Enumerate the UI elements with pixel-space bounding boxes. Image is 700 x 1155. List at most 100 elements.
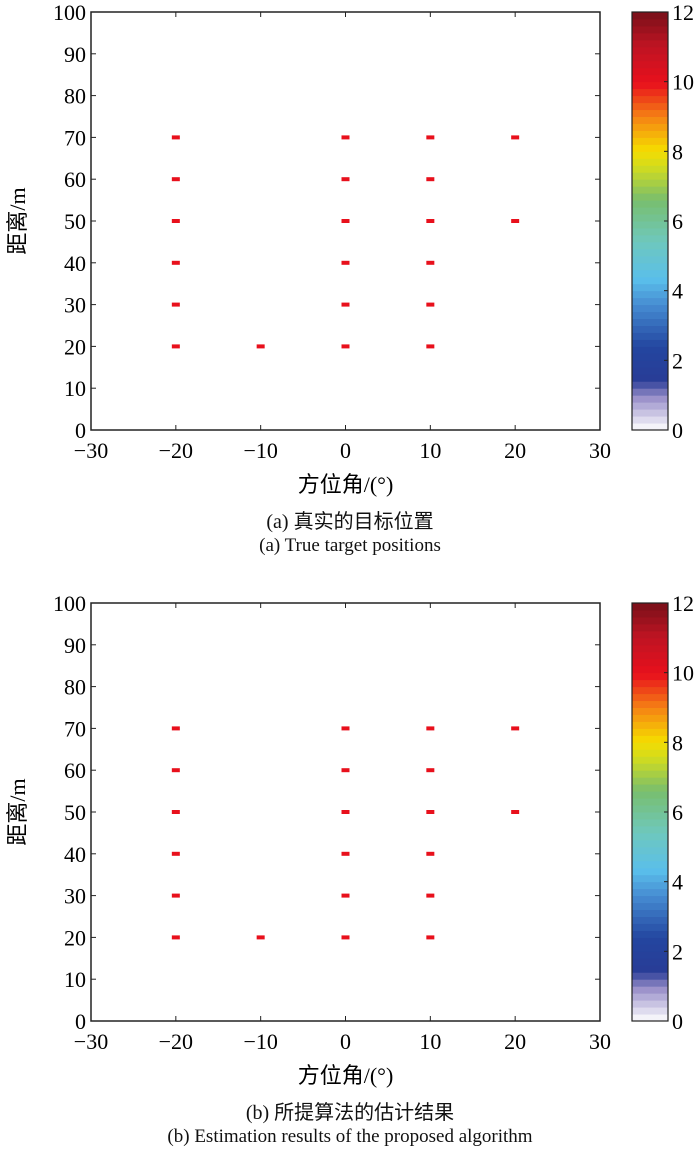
colorbar-segment xyxy=(632,812,668,820)
target-marker xyxy=(511,810,520,814)
colorbar-segment xyxy=(632,665,668,674)
colorbar-tick-label: 8 xyxy=(672,139,683,164)
colorbar-segment xyxy=(632,735,668,743)
colorbar-segment xyxy=(632,262,668,271)
target-marker xyxy=(341,344,350,349)
target-marker xyxy=(426,935,435,940)
target-marker xyxy=(341,219,350,223)
y-tick-label: 60 xyxy=(64,167,86,192)
y-tick-label: 20 xyxy=(64,334,86,359)
caption-b-cn: (b) 所提算法的估计结果 xyxy=(245,1102,455,1124)
colorbar-segment xyxy=(632,930,668,938)
y-tick-label: 50 xyxy=(64,209,86,234)
colorbar-segment xyxy=(632,409,668,417)
colorbar-segment xyxy=(632,53,668,62)
colorbar-segment xyxy=(632,193,668,201)
target-marker xyxy=(426,768,435,773)
colorbar-segment xyxy=(632,637,668,646)
colorbar-segment xyxy=(632,88,668,97)
colorbar-segment xyxy=(632,241,668,250)
colorbar-segment xyxy=(632,221,668,229)
colorbar-segment xyxy=(632,951,668,959)
colorbar-segment xyxy=(632,721,668,729)
colorbar-segment xyxy=(632,353,668,361)
colorbar-segment xyxy=(632,818,668,827)
colorbar-tick-label: 10 xyxy=(672,661,694,686)
colorbar-segment xyxy=(632,686,668,695)
colorbar-segment xyxy=(632,283,668,292)
colorbar-segment xyxy=(632,360,668,368)
colorbar-segment xyxy=(632,825,668,834)
colorbar-segment xyxy=(632,165,668,173)
target-marker xyxy=(171,726,180,731)
panel-a: −30 −20 −10 0 10 20 300102030405060708090100方位… xyxy=(5,0,694,497)
colorbar-segment xyxy=(632,325,668,333)
colorbar-tick-label: 6 xyxy=(672,209,683,234)
colorbar-segment xyxy=(632,416,668,424)
target-marker xyxy=(171,851,180,856)
colorbar-segment xyxy=(632,972,668,980)
y-tick-label: 60 xyxy=(64,758,86,783)
colorbar-segment xyxy=(632,700,668,708)
colorbar-tick-label: 6 xyxy=(672,800,683,825)
colorbar-tick-label: 0 xyxy=(672,418,683,443)
colorbar-segment xyxy=(632,658,668,667)
y-tick-label: 0 xyxy=(75,1009,86,1034)
target-marker xyxy=(341,893,350,898)
y-tick-label: 90 xyxy=(64,42,86,67)
colorbar-tick-label: 4 xyxy=(672,870,683,895)
target-marker xyxy=(171,135,180,140)
x-tick-label: 0 xyxy=(340,438,351,463)
colorbar-segment xyxy=(632,74,668,83)
y-tick-label: 100 xyxy=(53,0,86,25)
colorbar-segment xyxy=(632,749,668,757)
x-tick-label: 10 xyxy=(419,1029,441,1054)
colorbar-segment xyxy=(632,234,668,243)
colorbar-segment xyxy=(632,707,668,715)
colorbar-segment xyxy=(632,798,668,806)
y-tick-label: 10 xyxy=(64,376,86,401)
colorbar-segment xyxy=(632,207,668,215)
colorbar-segment xyxy=(632,623,668,632)
target-marker xyxy=(426,177,435,182)
caption-a-en: (a) True target positions xyxy=(259,535,441,556)
x-tick-label: 0 xyxy=(340,1029,351,1054)
colorbar-segment xyxy=(632,616,668,625)
x-tick-label: −10 xyxy=(243,438,277,463)
y-tick-label: 30 xyxy=(64,293,86,318)
colorbar-segment xyxy=(632,895,668,904)
colorbar-tick-label: 8 xyxy=(672,730,683,755)
target-marker xyxy=(341,302,350,307)
colorbar-segment xyxy=(632,172,668,180)
y-axis-label: 距离/m xyxy=(5,778,30,845)
colorbar-segment xyxy=(632,374,668,382)
colorbar-segment xyxy=(632,909,668,917)
colorbar-segment xyxy=(632,1007,668,1015)
colorbar-segment xyxy=(632,60,668,69)
colorbar-segment xyxy=(632,102,668,111)
target-marker xyxy=(171,344,180,349)
target-marker xyxy=(426,219,435,223)
colorbar-segment xyxy=(632,304,668,313)
colorbar-segment xyxy=(632,965,668,973)
target-marker xyxy=(341,135,350,140)
colorbar-segment xyxy=(632,937,668,945)
colorbar-tick-label: 4 xyxy=(672,279,683,304)
colorbar-segment xyxy=(632,791,668,799)
colorbar-segment xyxy=(632,958,668,966)
colorbar-segment xyxy=(632,214,668,222)
colorbar-segment xyxy=(632,137,668,145)
colorbar-segment xyxy=(632,784,668,792)
colorbar-segment xyxy=(632,609,668,618)
colorbar-segment xyxy=(632,603,668,611)
y-tick-label: 70 xyxy=(64,716,86,741)
y-tick-label: 100 xyxy=(53,591,86,616)
colorbar-segment xyxy=(632,46,668,55)
target-marker xyxy=(426,260,435,265)
colorbar-segment xyxy=(632,874,668,883)
colorbar-segment xyxy=(632,916,668,924)
colorbar-segment xyxy=(632,116,668,124)
target-marker xyxy=(511,219,520,223)
colorbar-segment xyxy=(632,39,668,48)
